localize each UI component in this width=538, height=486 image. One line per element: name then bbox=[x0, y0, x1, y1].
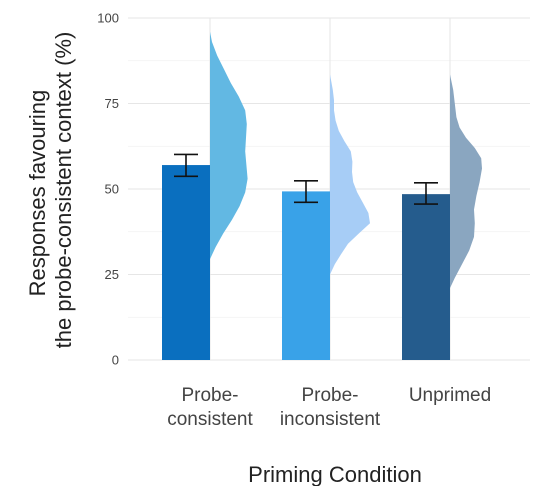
y-axis-ticks: 0 25 50 75 100 bbox=[97, 11, 119, 368]
y-tick-label: 25 bbox=[105, 267, 119, 282]
distribution-1 bbox=[330, 74, 370, 275]
y-axis-title: Responses favouring the probe-consistent… bbox=[25, 32, 76, 349]
bar-0 bbox=[162, 165, 210, 360]
bars bbox=[162, 165, 450, 360]
distributions bbox=[210, 31, 482, 289]
x-tick-label: Probe- bbox=[181, 385, 238, 406]
error-bars bbox=[174, 153, 438, 205]
x-tick-label: Probe- bbox=[301, 385, 358, 406]
x-axis-ticks: Probe-consistent Probe-inconsistent Unprim… bbox=[167, 385, 491, 430]
x-tick-label: Unprimed bbox=[409, 385, 491, 406]
x-axis-title: Priming Condition bbox=[248, 462, 422, 486]
bar-1 bbox=[282, 191, 330, 360]
distribution-0 bbox=[210, 31, 248, 260]
x-tick-label: inconsistent bbox=[280, 409, 381, 430]
distribution-2 bbox=[450, 74, 482, 289]
y-axis-title-line-2: the probe-consistent context (%) bbox=[51, 32, 76, 349]
y-tick-label: 100 bbox=[97, 11, 119, 26]
y-tick-label: 50 bbox=[105, 182, 119, 197]
y-tick-label: 75 bbox=[105, 96, 119, 111]
y-axis-title-line-1: Responses favouring bbox=[25, 90, 50, 297]
x-tick-label: consistent bbox=[167, 409, 253, 430]
bar-2 bbox=[402, 194, 450, 360]
y-tick-label: 0 bbox=[112, 353, 119, 368]
